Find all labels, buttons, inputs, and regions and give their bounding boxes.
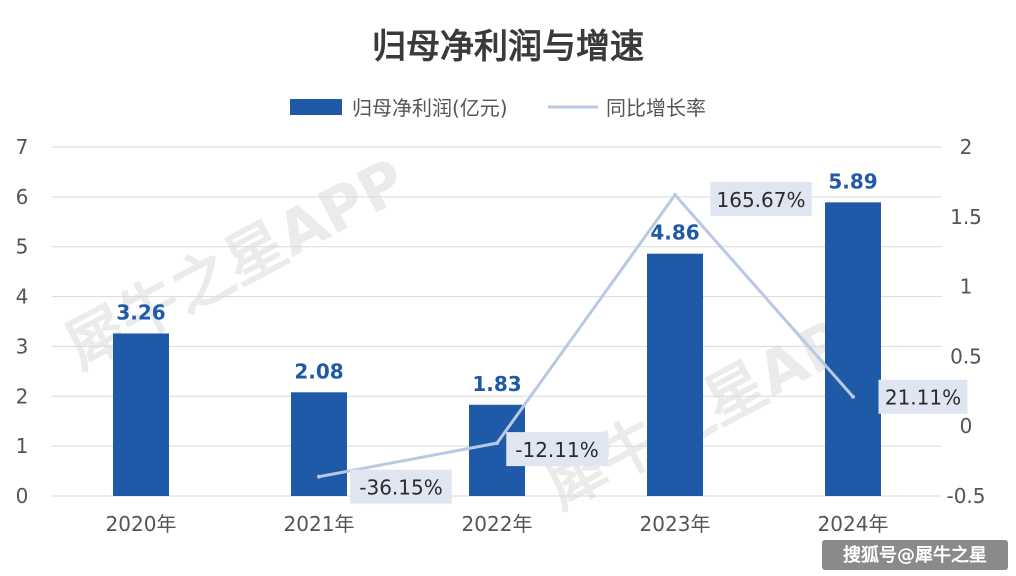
bar-value-label: 1.83: [472, 372, 521, 396]
growth-label-box: [506, 432, 608, 467]
bar-value-label: 3.26: [116, 300, 165, 324]
bar-value-label: 2.08: [294, 359, 343, 383]
bar-value-label: 5.89: [828, 169, 877, 193]
left-axis-ticks: 0 1 2 3 4 5 6 7: [16, 135, 29, 508]
growth-data-labels: -36.15% -12.11% 165.67% 21.11%: [350, 181, 968, 504]
credit-background: [822, 540, 1008, 570]
legend-label-line: 同比增长率: [606, 96, 706, 120]
right-tick-label: 0.5: [950, 344, 982, 368]
bar-series: [113, 202, 881, 496]
right-axis-ticks: -0.5 0 0.5 1 1.5 2: [946, 135, 985, 508]
watermark-text: 犀牛之星APP: [54, 146, 417, 384]
legend-swatch-bar: [290, 99, 342, 115]
growth-value-label: 165.67%: [717, 188, 806, 212]
x-tick-label: 2022年: [462, 512, 533, 536]
right-tick-label: 2: [960, 135, 973, 159]
x-tick-label: 2023年: [640, 512, 711, 536]
bar: [647, 253, 703, 496]
bar: [113, 333, 169, 496]
right-tick-label: -0.5: [946, 484, 985, 508]
left-tick-label: 5: [16, 235, 29, 259]
growth-value-label: 21.11%: [885, 386, 961, 410]
left-tick-label: 4: [16, 285, 29, 309]
growth-value-label: -12.11%: [515, 438, 598, 462]
right-tick-label: 0: [960, 414, 973, 438]
left-tick-label: 2: [16, 384, 29, 408]
left-tick-label: 1: [16, 434, 29, 458]
growth-value-label: -36.15%: [359, 476, 442, 500]
chart-title: 归母净利润与增速: [372, 27, 644, 67]
growth-line-series: [317, 192, 855, 479]
growth-point: [495, 441, 499, 446]
right-tick-label: 1: [960, 275, 973, 299]
growth-point: [673, 192, 677, 197]
right-tick-label: 1.5: [950, 205, 982, 229]
x-tick-label: 2024年: [818, 512, 889, 536]
growth-label-box: [710, 181, 812, 216]
left-tick-label: 6: [16, 185, 29, 209]
left-tick-label: 7: [16, 135, 29, 159]
bar-data-labels: 3.26 2.08 1.83 4.86 5.89: [116, 169, 877, 395]
legend: 归母净利润(亿元) 同比增长率: [290, 96, 706, 120]
growth-point: [317, 474, 321, 479]
bar: [291, 392, 347, 496]
bar: [825, 202, 881, 496]
x-tick-label: 2020年: [106, 512, 177, 536]
credit-text: 搜狐号@犀牛之星: [843, 544, 987, 566]
bar-value-label: 4.86: [650, 221, 699, 245]
growth-point: [851, 394, 855, 399]
legend-label-bar: 归母净利润(亿元): [352, 96, 508, 120]
left-tick-label: 0: [16, 484, 29, 508]
x-tick-label: 2021年: [284, 512, 355, 536]
growth-line: [318, 193, 855, 479]
credit-badge: 搜狐号@犀牛之星: [822, 540, 1008, 570]
growth-label-box: [350, 469, 452, 504]
x-axis-ticks: 2020年 2021年 2022年 2023年 2024年: [106, 512, 889, 536]
growth-label-box: [878, 379, 968, 414]
left-tick-label: 3: [16, 334, 29, 358]
